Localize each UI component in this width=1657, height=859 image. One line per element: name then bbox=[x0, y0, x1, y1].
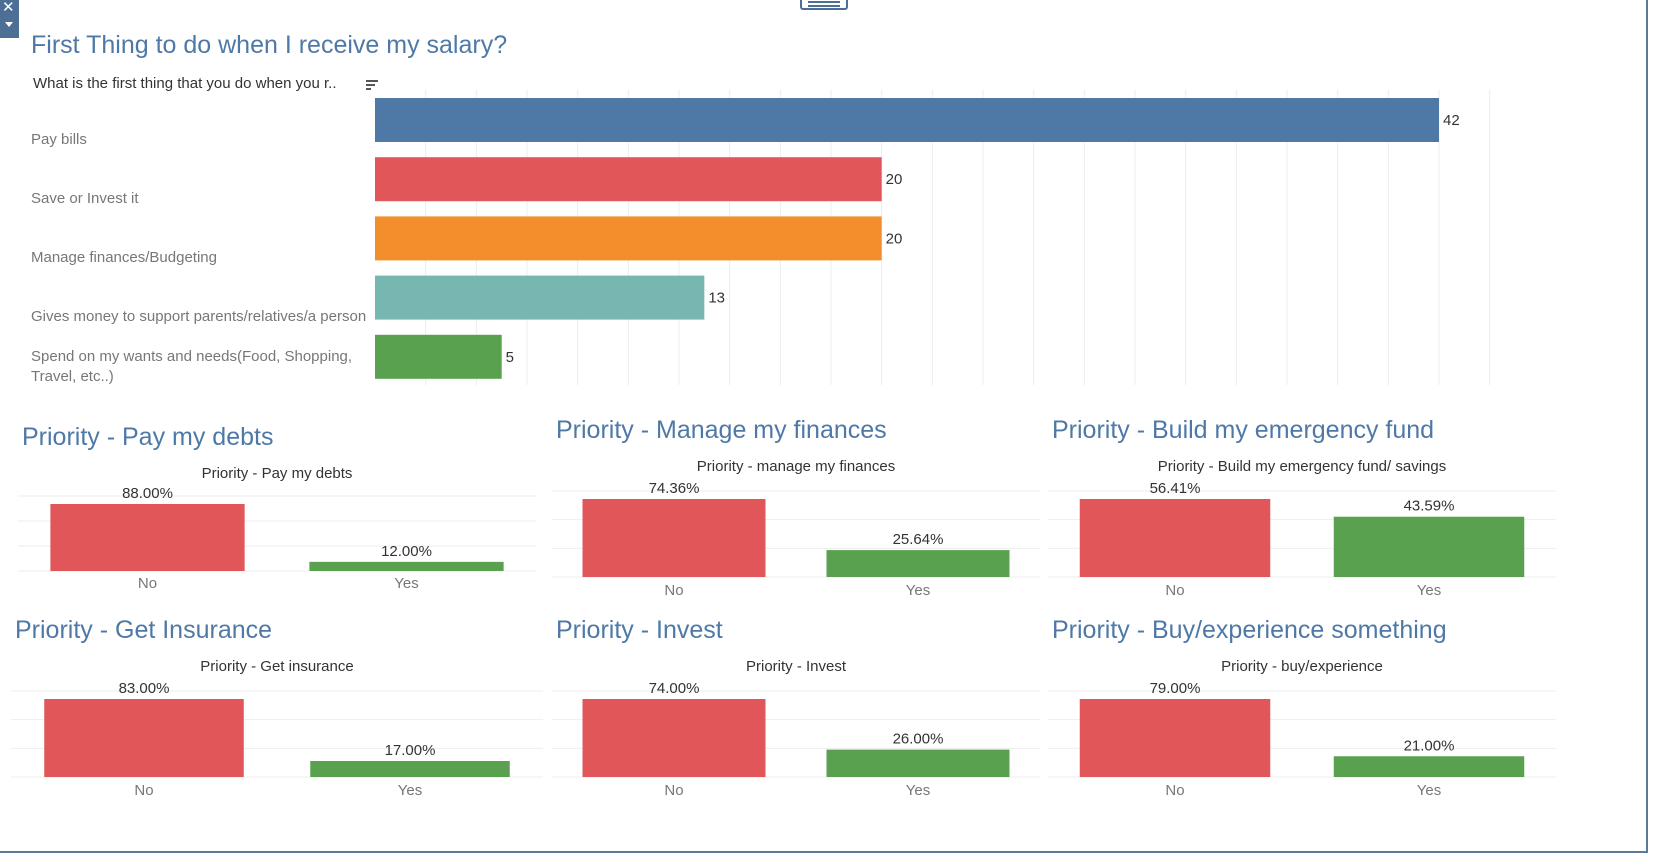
data-label-gives-money-to-support-parents-relatives-a-person: 13 bbox=[708, 290, 725, 307]
main-bar-chart-svg: 42 20 20 13 5 Pay bills Save or Invest it Manag… bbox=[31, 90, 1491, 385]
bar-gives-money-to-support-parents-relatives-a-person[interactable] bbox=[375, 275, 705, 320]
panel-title-invest: Priority - Invest bbox=[556, 616, 723, 644]
panel-title-emergency-fund: Priority - Build my emergency fund bbox=[1052, 416, 1435, 444]
bar-yes[interactable] bbox=[826, 550, 1010, 577]
bar-yes[interactable] bbox=[309, 561, 504, 571]
category-label-no: No bbox=[138, 575, 157, 592]
category-label-manage-finances-budgeting: Manage finances/Budgeting bbox=[31, 249, 217, 266]
data-label-yes: 43.59% bbox=[1404, 498, 1455, 515]
bar-no[interactable] bbox=[44, 699, 244, 777]
panel-title-buy-experience: Priority - Buy/experience something bbox=[1052, 616, 1447, 644]
bar-no[interactable] bbox=[582, 499, 766, 577]
chevron-down-icon[interactable] bbox=[5, 22, 13, 27]
zone-toolbar[interactable]: ✕ bbox=[0, 0, 19, 38]
chart-buy-experience-svg: 79.00% No 21.00% Yes bbox=[1048, 680, 1556, 799]
panel-caption-pay-debts: Priority - Pay my debts bbox=[201, 465, 353, 482]
panel-caption-invest: Priority - Invest bbox=[745, 658, 847, 675]
chart-emergency-fund: 56.41% No 43.59% Yes bbox=[1048, 477, 1556, 601]
panel-caption-emergency-fund: Priority - Build my emergency fund/ savi… bbox=[1157, 458, 1447, 475]
category-label-save-or-invest-it: Save or Invest it bbox=[31, 190, 139, 207]
chart-get-insurance-svg: 83.00% No 17.00% Yes bbox=[11, 680, 543, 799]
bar-yes[interactable] bbox=[1333, 756, 1525, 777]
data-label-save-or-invest-it: 20 bbox=[886, 171, 903, 188]
panel-caption-buy-experience: Priority - buy/experience bbox=[1221, 658, 1383, 675]
data-label-yes: 12.00% bbox=[381, 543, 432, 560]
sort-descending-icon[interactable] bbox=[366, 80, 378, 92]
chart-buy-experience: 79.00% No 21.00% Yes bbox=[1048, 677, 1556, 801]
category-label-spend-on-my-wants-and-needs-food-shopping-travel-etc: Spend on my wants and needs(Food, Shoppi… bbox=[31, 348, 352, 385]
category-label-pay-bills: Pay bills bbox=[31, 131, 87, 148]
drag-handle-icon[interactable] bbox=[800, 0, 848, 10]
panel-caption-get-insurance: Priority - Get insurance bbox=[200, 658, 354, 675]
data-label-pay-bills: 42 bbox=[1443, 112, 1460, 129]
close-icon[interactable]: ✕ bbox=[2, 0, 15, 16]
category-label-yes: Yes bbox=[906, 582, 930, 599]
chart-pay-debts: 88.00% No 12.00% Yes bbox=[18, 484, 536, 596]
bar-yes[interactable] bbox=[1333, 516, 1525, 577]
bar-no[interactable] bbox=[1079, 499, 1271, 577]
bar-no[interactable] bbox=[1079, 699, 1271, 777]
panel-title-get-insurance: Priority - Get Insurance bbox=[15, 616, 273, 644]
bar-spend-on-my-wants-and-needs-food-shopping-travel-etc[interactable] bbox=[375, 334, 502, 379]
data-label-yes: 21.00% bbox=[1404, 737, 1455, 754]
category-label-yes: Yes bbox=[398, 782, 422, 799]
bar-yes[interactable] bbox=[826, 749, 1010, 777]
data-label-yes: 26.00% bbox=[893, 731, 944, 748]
panel-caption-manage-finances: Priority - manage my finances bbox=[696, 458, 896, 475]
chart-invest-svg: 74.00% No 26.00% Yes bbox=[552, 680, 1040, 799]
chart-manage-finances-svg: 74.36% No 25.64% Yes bbox=[552, 480, 1040, 599]
data-label-no: 88.00% bbox=[122, 485, 173, 502]
bar-save-or-invest-it[interactable] bbox=[375, 157, 882, 202]
category-label-no: No bbox=[664, 582, 683, 599]
category-label-no: No bbox=[134, 782, 153, 799]
bar-no[interactable] bbox=[582, 699, 766, 777]
data-label-no: 74.00% bbox=[649, 680, 700, 697]
panel-title-manage-finances: Priority - Manage my finances bbox=[556, 416, 887, 444]
category-label-no: No bbox=[664, 782, 683, 799]
column-header: What is the first thing that you do when… bbox=[33, 75, 337, 92]
data-label-yes: 17.00% bbox=[385, 742, 436, 759]
panel-title-pay-debts: Priority - Pay my debts bbox=[22, 423, 274, 451]
chart-pay-debts-svg: 88.00% No 12.00% Yes bbox=[18, 485, 536, 592]
page-title: First Thing to do when I receive my sala… bbox=[31, 31, 508, 59]
data-label-no: 79.00% bbox=[1150, 680, 1201, 697]
category-label-no: No bbox=[1165, 782, 1184, 799]
data-label-no: 74.36% bbox=[649, 480, 700, 497]
chart-invest: 74.00% No 26.00% Yes bbox=[552, 677, 1040, 801]
data-label-yes: 25.64% bbox=[893, 531, 944, 548]
bar-manage-finances-budgeting[interactable] bbox=[375, 216, 882, 261]
bar-yes[interactable] bbox=[310, 761, 510, 777]
chart-emergency-fund-svg: 56.41% No 43.59% Yes bbox=[1048, 480, 1556, 599]
category-label-no: No bbox=[1165, 582, 1184, 599]
category-label-yes: Yes bbox=[906, 782, 930, 799]
category-label-yes: Yes bbox=[1417, 582, 1441, 599]
category-label-yes: Yes bbox=[394, 575, 418, 592]
category-label-yes: Yes bbox=[1417, 782, 1441, 799]
bar-no[interactable] bbox=[50, 504, 245, 571]
data-label-spend-on-my-wants-and-needs-food-shopping-travel-etc: 5 bbox=[506, 349, 514, 366]
bar-pay-bills[interactable] bbox=[375, 98, 1439, 142]
data-label-manage-finances-budgeting: 20 bbox=[886, 230, 903, 247]
data-label-no: 56.41% bbox=[1150, 480, 1201, 497]
category-label-gives-money-to-support-parents-relatives-a-person: Gives money to support parents/relatives… bbox=[31, 308, 366, 325]
chart-get-insurance: 83.00% No 17.00% Yes bbox=[11, 677, 543, 801]
main-bar-chart: 42 20 20 13 5 Pay bills Save or Invest it Manag… bbox=[0, 88, 1560, 394]
chart-manage-finances: 74.36% No 25.64% Yes bbox=[552, 477, 1040, 601]
data-label-no: 83.00% bbox=[119, 680, 170, 697]
